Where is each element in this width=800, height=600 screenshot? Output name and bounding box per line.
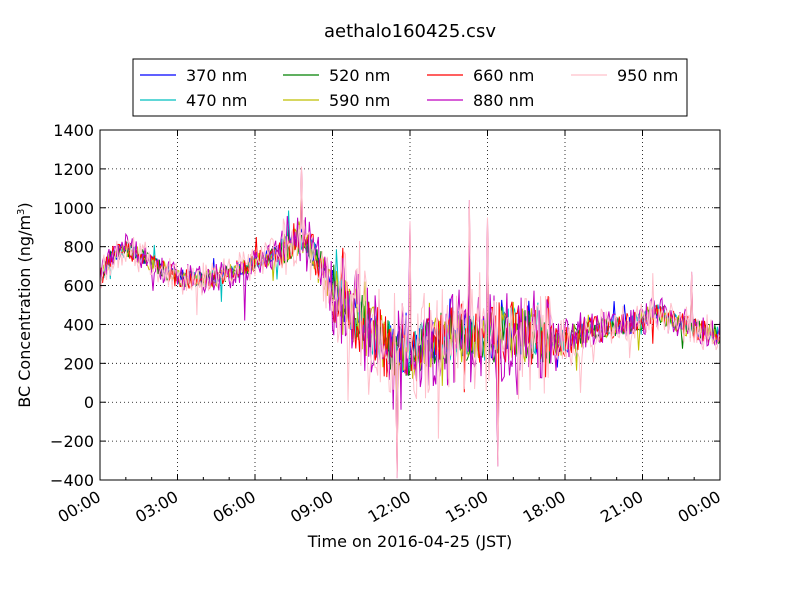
y-tick-label: 1000 [53,199,94,218]
y-tick-label: 800 [63,238,94,257]
x-tick-label: 09:00 [287,487,336,527]
legend-label: 880 nm [473,91,534,110]
legend-label: 520 nm [329,66,390,85]
y-tick-label: 200 [63,354,94,373]
legend-label: 590 nm [329,91,390,110]
y-axis: −400 −200 0 200 400 600 800 1000 1200 1400 [50,121,720,490]
x-tick-label: 03:00 [132,487,181,527]
y-tick-label: 1200 [53,160,94,179]
y-tick-label: −400 [50,471,94,490]
y-tick-label: 1400 [53,121,94,140]
series-layer [99,166,721,479]
x-tick-label: 06:00 [210,487,259,527]
x-tick-label: 15:00 [442,487,491,527]
x-tick-label: 00:00 [675,487,724,527]
x-tick-label: 21:00 [597,487,646,527]
y-tick-label: 0 [84,393,94,412]
y-axis-label: BC Concentration (ng/m3) [15,202,34,407]
series-line [99,166,721,479]
x-tick-label: 18:00 [520,487,569,527]
legend-label: 470 nm [186,91,247,110]
legend-label: 660 nm [473,66,534,85]
grid [100,130,720,480]
x-axis-label: Time on 2016-04-25 (JST) [307,532,512,551]
legend-frame [132,58,688,117]
legend: 370 nm 470 nm 520 nm 590 nm 660 nm 880 nm 950 … [132,58,688,117]
y-tick-label: 400 [63,315,94,334]
legend-label: 370 nm [186,66,247,85]
x-tick-label: 00:00 [55,487,104,527]
legend-label: 950 nm [617,66,678,85]
chart-title: aethalo160425.csv [324,21,496,42]
y-tick-label: 600 [63,277,94,296]
x-tick-label: 12:00 [365,487,414,527]
y-tick-label: −200 [50,432,94,451]
